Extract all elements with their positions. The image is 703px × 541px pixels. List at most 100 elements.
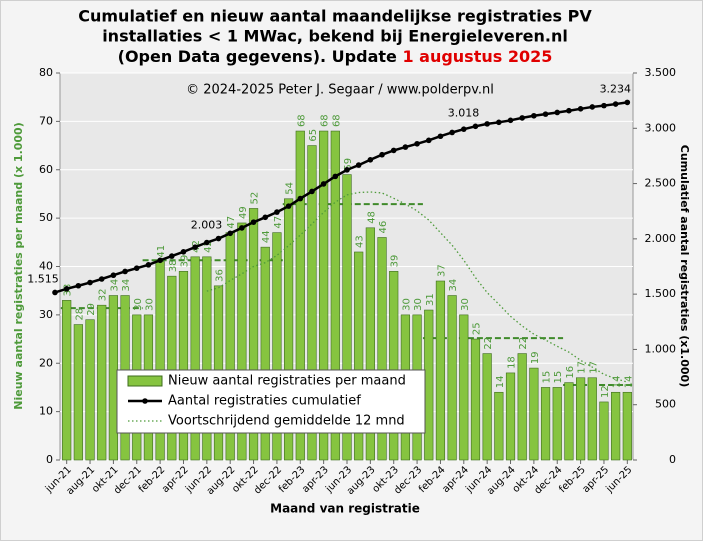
y2-axis-title: Cumulatief aantal registraties (x1.000) bbox=[678, 145, 691, 387]
bar-label: 30 bbox=[144, 298, 155, 311]
bar-label: 14 bbox=[623, 376, 634, 389]
bar-label: 16 bbox=[565, 366, 576, 379]
cumulative-point bbox=[63, 286, 70, 292]
bar-label: 30 bbox=[401, 298, 412, 311]
bar bbox=[587, 377, 597, 461]
cumulative-point bbox=[309, 188, 315, 195]
cumulative-point bbox=[274, 209, 280, 215]
bar-label: 30 bbox=[133, 298, 144, 311]
subtitle: © 2024-2025 Peter J. Segaar / www.polder… bbox=[186, 83, 494, 98]
bar bbox=[319, 130, 329, 461]
cumulative-point bbox=[157, 257, 163, 264]
cumulative-point bbox=[145, 262, 152, 268]
bar-label: 54 bbox=[285, 182, 296, 195]
bar-label: 68 bbox=[320, 114, 331, 127]
cumulative-point bbox=[285, 203, 292, 209]
bar-label: 47 bbox=[226, 216, 237, 229]
y-axis-title: Nieuw aantal registraties per maand (x 1… bbox=[12, 122, 25, 409]
legend-swatch bbox=[142, 398, 148, 404]
bar-label: 52 bbox=[250, 192, 261, 205]
cumulative-point bbox=[192, 244, 198, 250]
bar-label: 28 bbox=[74, 308, 85, 321]
bar-label: 34 bbox=[121, 279, 132, 292]
y2-tick-label: 3.500 bbox=[645, 66, 677, 79]
cumulative-point bbox=[133, 265, 140, 271]
bar-label: 15 bbox=[553, 371, 564, 384]
bar bbox=[517, 353, 527, 461]
bar-label: 47 bbox=[273, 216, 284, 229]
chart-title: (Open Data gegevens). Update 1 augustus … bbox=[118, 47, 553, 66]
cumulative-point bbox=[589, 104, 596, 110]
legend-swatch bbox=[127, 375, 163, 387]
y-tick-label: 0 bbox=[46, 453, 53, 466]
cumulative-point bbox=[601, 102, 607, 109]
bar bbox=[529, 367, 539, 461]
cumulative-point bbox=[437, 133, 444, 140]
y2-tick-label: 2.000 bbox=[645, 232, 677, 245]
cumulative-point bbox=[531, 112, 537, 119]
bar bbox=[459, 314, 469, 461]
bar-label: 38 bbox=[168, 259, 179, 272]
cumulative-label: 3.018 bbox=[448, 106, 480, 119]
bar bbox=[237, 222, 247, 461]
cumulative-label: 3.234 bbox=[600, 82, 632, 95]
bar-label: 22 bbox=[518, 337, 529, 350]
bar-label: 37 bbox=[436, 264, 447, 277]
cumulative-point bbox=[239, 225, 245, 231]
bar bbox=[62, 300, 72, 461]
cumulative-point bbox=[180, 248, 187, 255]
bar bbox=[167, 275, 177, 461]
bar-label: 19 bbox=[530, 351, 541, 364]
cumulative-point bbox=[87, 279, 93, 286]
bar-label: 30 bbox=[460, 298, 471, 311]
cumulative-point bbox=[110, 272, 117, 279]
title-date: 1 augustus 2025 bbox=[402, 47, 552, 66]
cumulative-point bbox=[472, 123, 479, 130]
cumulative-point bbox=[496, 119, 502, 126]
bar-label: 22 bbox=[483, 337, 494, 350]
bar bbox=[354, 251, 364, 461]
bar bbox=[611, 391, 621, 461]
cumulative-point bbox=[204, 239, 210, 246]
bar-label: 29 bbox=[86, 303, 97, 316]
bar bbox=[330, 130, 340, 461]
cumulative-point bbox=[554, 109, 561, 116]
cumulative-point bbox=[577, 106, 584, 112]
bar-label: 25 bbox=[471, 322, 482, 335]
bar-label: 31 bbox=[425, 293, 436, 306]
legend-label: Voortschrijdend gemiddelde 12 mnd bbox=[168, 414, 405, 429]
y-tick-label: 70 bbox=[39, 114, 53, 127]
chart-title: installaties < 1 MWac, bekend bij Energi… bbox=[102, 27, 568, 46]
cumulative-point bbox=[402, 144, 409, 150]
y-tick-label: 50 bbox=[39, 211, 53, 224]
bar bbox=[108, 295, 118, 461]
bar bbox=[447, 295, 457, 461]
y2-tick-label: 0 bbox=[669, 453, 676, 466]
bar bbox=[470, 338, 481, 461]
bar-label: 39 bbox=[390, 255, 401, 268]
legend-label: Aantal registraties cumulatief bbox=[168, 394, 361, 409]
cumulative-point bbox=[75, 282, 82, 289]
cumulative-point bbox=[425, 137, 432, 144]
bar-label: 17 bbox=[588, 361, 599, 374]
bar-label: 39 bbox=[179, 255, 190, 268]
bar bbox=[552, 387, 562, 461]
y-tick-label: 40 bbox=[39, 260, 53, 273]
bar-label: 34 bbox=[448, 279, 459, 292]
bar bbox=[178, 271, 189, 461]
cumulative-point bbox=[320, 181, 327, 187]
bar-label: 18 bbox=[507, 356, 518, 369]
bar-label: 30 bbox=[413, 298, 424, 311]
bar-label: 48 bbox=[366, 211, 377, 224]
cumulative-point bbox=[344, 167, 350, 173]
cumulative-point bbox=[52, 289, 58, 296]
bar-label: 43 bbox=[355, 235, 366, 248]
y-tick-label: 20 bbox=[39, 356, 53, 369]
legend-box bbox=[116, 369, 426, 434]
y2-tick-label: 2.500 bbox=[645, 177, 677, 190]
chart-title: (Open Data gegevens). Update bbox=[118, 47, 403, 66]
cumulative-point bbox=[297, 195, 304, 202]
bar bbox=[599, 401, 609, 461]
cumulative-point bbox=[122, 268, 128, 275]
